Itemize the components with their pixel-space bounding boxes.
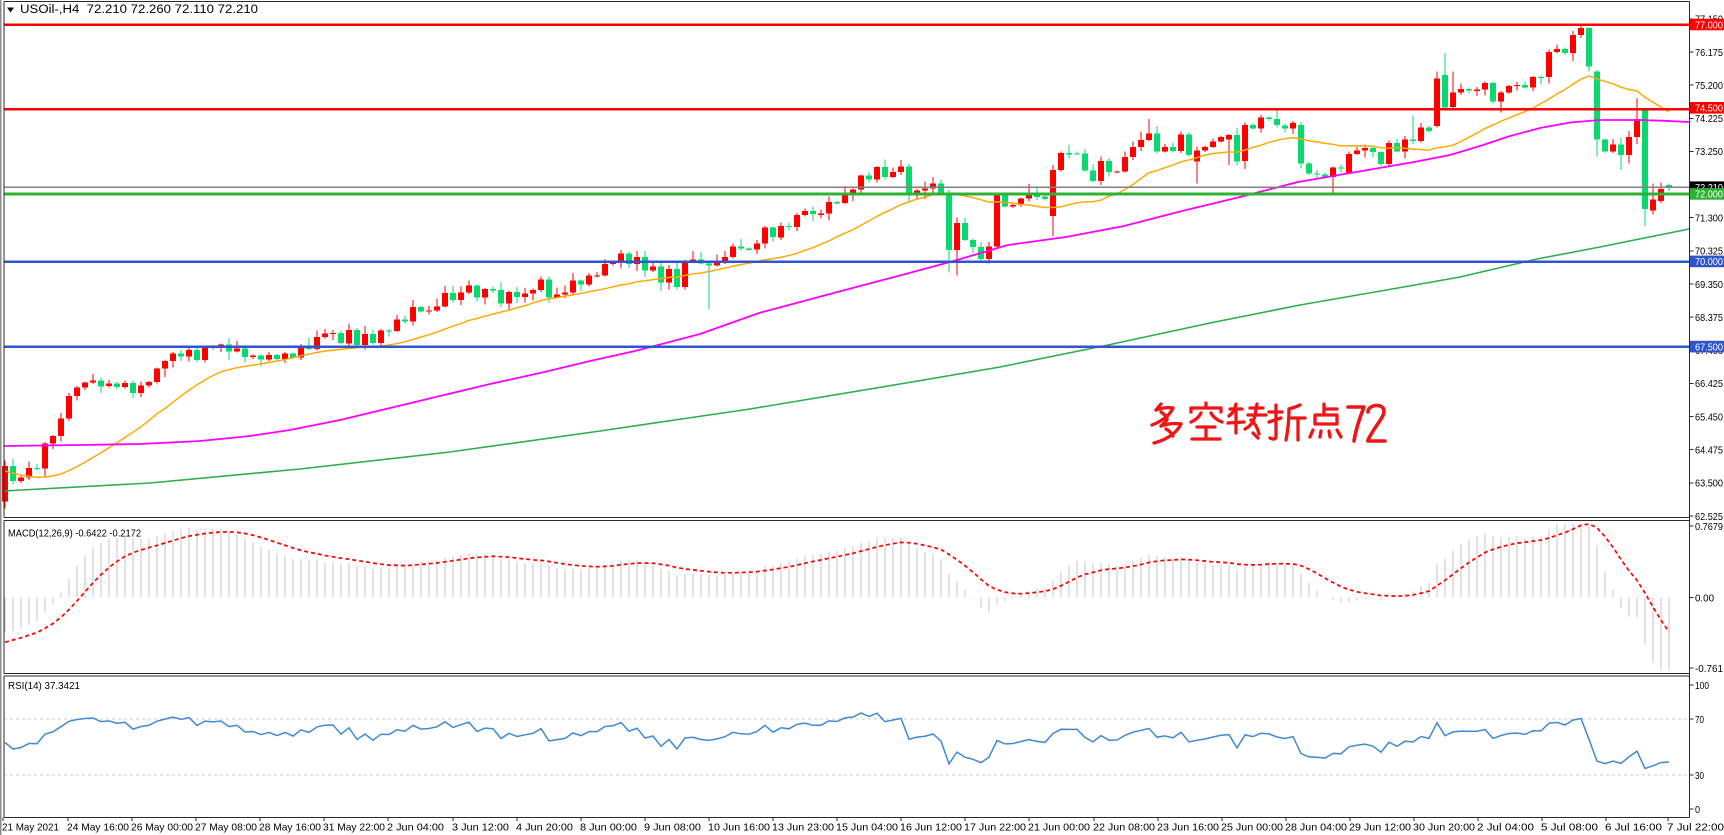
svg-text:30 Jun 20:00: 30 Jun 20:00: [1413, 822, 1475, 834]
svg-text:26 May 00:00: 26 May 00:00: [131, 822, 193, 834]
svg-text:100: 100: [1695, 680, 1709, 692]
svg-text:70: 70: [1695, 714, 1704, 726]
svg-text:30: 30: [1695, 770, 1704, 782]
svg-text:64.475: 64.475: [1695, 445, 1723, 457]
svg-text:75.200: 75.200: [1695, 80, 1723, 92]
svg-text:USOil-,H4 72.210 72.260 72.11: USOil-,H4 72.210 72.260 72.110 72.210: [20, 4, 258, 16]
svg-text:10 Jun 16:00: 10 Jun 16:00: [708, 822, 770, 834]
svg-text:74.225: 74.225: [1695, 113, 1723, 125]
svg-text:17 Jun 22:00: 17 Jun 22:00: [964, 822, 1026, 834]
svg-text:70.325: 70.325: [1695, 246, 1723, 258]
svg-text:29 Jun 12:00: 29 Jun 12:00: [1349, 822, 1411, 834]
svg-text:25 Jun 00:00: 25 Jun 00:00: [1221, 822, 1283, 834]
svg-text:67.500: 67.500: [1695, 341, 1723, 353]
svg-text:73.250: 73.250: [1695, 146, 1723, 158]
svg-text:0: 0: [1695, 804, 1700, 816]
svg-text:22 Jun 08:00: 22 Jun 08:00: [1093, 822, 1155, 834]
svg-text:RSI(14) 37.3421: RSI(14) 37.3421: [8, 680, 80, 692]
svg-text:8 Jun 00:00: 8 Jun 00:00: [580, 822, 637, 834]
svg-text:77.000: 77.000: [1695, 19, 1723, 31]
svg-text:76.175: 76.175: [1695, 47, 1723, 59]
svg-text:71.300: 71.300: [1695, 213, 1723, 225]
svg-text:5 Jul 08:00: 5 Jul 08:00: [1541, 822, 1598, 834]
svg-text:-0.761: -0.761: [1695, 663, 1723, 675]
svg-text:21 Jun 00:00: 21 Jun 00:00: [1028, 822, 1090, 834]
svg-text:0.00: 0.00: [1695, 592, 1714, 604]
svg-text:24 May 16:00: 24 May 16:00: [67, 822, 129, 834]
svg-text:31 May 22:00: 31 May 22:00: [323, 822, 385, 834]
svg-text:7 Jul 22:00: 7 Jul 22:00: [1667, 822, 1724, 834]
svg-text:15 Jun 04:00: 15 Jun 04:00: [836, 822, 898, 834]
svg-text:3 Jun 12:00: 3 Jun 12:00: [452, 822, 509, 834]
svg-text:62.525: 62.525: [1695, 511, 1723, 523]
svg-text:MACD(12,26,9) -0.6422 -0.2172: MACD(12,26,9) -0.6422 -0.2172: [8, 528, 141, 540]
svg-text:13 Jun 23:00: 13 Jun 23:00: [772, 822, 834, 834]
svg-text:70.000: 70.000: [1695, 256, 1723, 268]
svg-text:21 May 2021: 21 May 2021: [2, 822, 59, 834]
svg-text:28 May 16:00: 28 May 16:00: [259, 822, 321, 834]
svg-text:9 Jun 08:00: 9 Jun 08:00: [644, 822, 701, 834]
svg-text:27 May 08:00: 27 May 08:00: [195, 822, 257, 834]
svg-text:72.000: 72.000: [1695, 189, 1723, 201]
svg-text:28 Jun 04:00: 28 Jun 04:00: [1285, 822, 1347, 834]
svg-text:66.425: 66.425: [1695, 378, 1723, 390]
svg-text:0.7679: 0.7679: [1695, 521, 1723, 533]
svg-text:6 Jul 16:00: 6 Jul 16:00: [1605, 822, 1662, 834]
svg-text:23 Jun 16:00: 23 Jun 16:00: [1157, 822, 1219, 834]
svg-text:63.500: 63.500: [1695, 478, 1723, 490]
svg-text:69.350: 69.350: [1695, 279, 1723, 291]
svg-text:65.450: 65.450: [1695, 411, 1723, 423]
svg-text:2 Jul 04:00: 2 Jul 04:00: [1477, 822, 1534, 834]
svg-text:16 Jun 12:00: 16 Jun 12:00: [900, 822, 962, 834]
svg-text:4 Jun 20:00: 4 Jun 20:00: [516, 822, 573, 834]
svg-text:2 Jun 04:00: 2 Jun 04:00: [387, 822, 444, 834]
svg-text:74.500: 74.500: [1695, 103, 1723, 115]
svg-text:68.375: 68.375: [1695, 312, 1723, 324]
